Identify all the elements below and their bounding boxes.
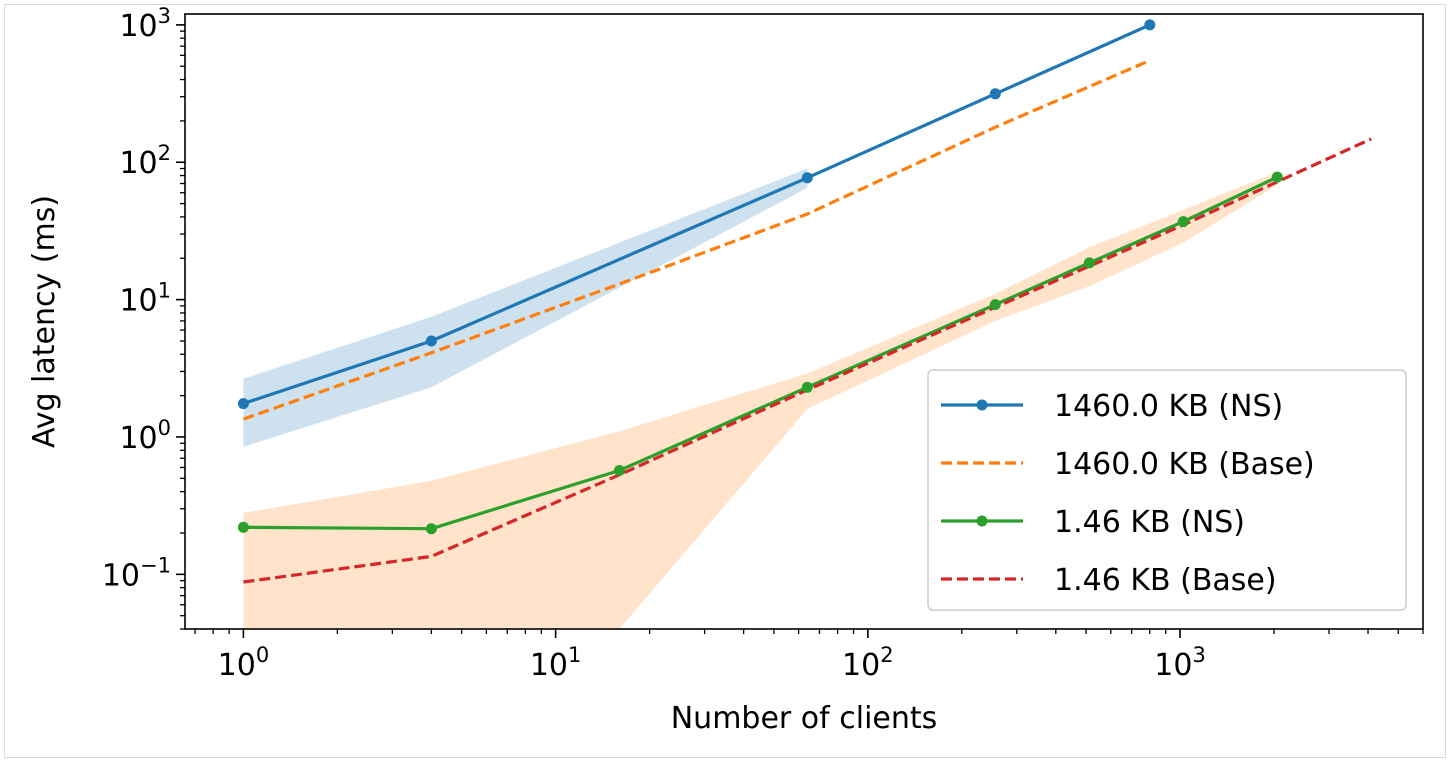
- data-point: [613, 465, 625, 476]
- legend-entry: 1.46 KB (NS): [941, 505, 1245, 540]
- legend-entry: 1460.0 KB (NS): [941, 389, 1283, 424]
- x-tick-label: 100: [218, 643, 270, 683]
- data-point: [425, 335, 437, 347]
- x-axis-ticks: 100 101 102 103: [194, 629, 1424, 683]
- y-axis-ticks: 10−1 100 101 102 103: [102, 4, 185, 630]
- y-tick-label: 103: [119, 4, 171, 44]
- data-point: [1144, 19, 1156, 31]
- data-point: [1083, 257, 1095, 269]
- band-3: [243, 171, 1278, 629]
- legend-box: [927, 369, 1407, 611]
- data-point: [801, 381, 813, 393]
- x-tick-label: 103: [1154, 643, 1206, 683]
- data-point: [237, 398, 249, 410]
- x-tick-label: 101: [530, 643, 582, 683]
- legend-marker: [976, 399, 988, 411]
- legend-marker: [976, 515, 988, 527]
- y-tick-label: 102: [119, 141, 171, 181]
- legend-entry: 1460.0 KB (Base): [941, 447, 1315, 482]
- legend-entry: 1.46 KB (Base): [941, 563, 1277, 598]
- legend-label: 1460.0 KB (Base): [1054, 447, 1315, 482]
- series-line-1: [242, 59, 1151, 421]
- series-markers: [237, 19, 1283, 535]
- y-tick-label: 100: [119, 416, 171, 456]
- data-point: [989, 299, 1001, 311]
- data-point: [1177, 216, 1189, 228]
- y-tick-label: 10−1: [102, 553, 171, 593]
- legend-label: 1.46 KB (NS): [1054, 505, 1245, 540]
- legend-label: 1.46 KB (Base): [1054, 563, 1277, 598]
- data-point: [237, 521, 249, 533]
- figure-frame: [4, 4, 1446, 758]
- y-axis-label: Avg latency (ms): [27, 195, 62, 448]
- series-line-2: [243, 175, 1278, 531]
- data-point: [989, 88, 1001, 100]
- legend: 1460.0 KB (NS) 1460.0 KB (Base) 1.46 KB (N…: [927, 369, 1407, 611]
- data-point: [425, 523, 437, 535]
- x-axis-label: Number of clients: [671, 701, 938, 736]
- data-point: [1271, 171, 1283, 183]
- data-point: [801, 172, 813, 184]
- y-tick-label: 101: [119, 279, 171, 319]
- x-tick-label: 102: [842, 643, 894, 683]
- legend-label: 1460.0 KB (NS): [1054, 389, 1283, 424]
